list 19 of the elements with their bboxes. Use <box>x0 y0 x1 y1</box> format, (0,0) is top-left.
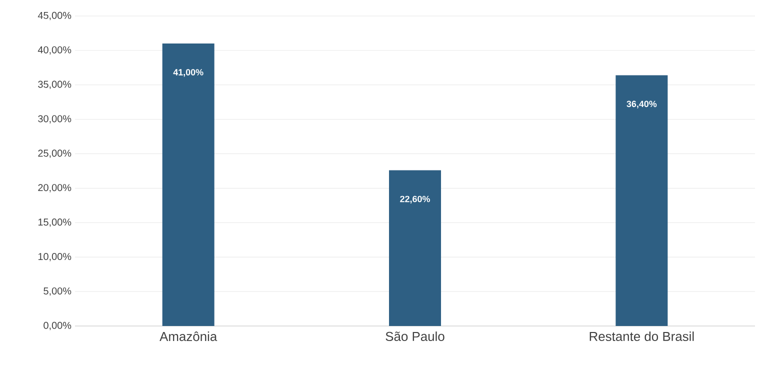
bar <box>389 170 442 326</box>
y-tick-label: 10,00% <box>38 253 72 262</box>
x-tick-label: Restante do Brasil <box>590 332 694 342</box>
y-tick-label: 20,00% <box>38 184 72 192</box>
bar <box>616 75 668 326</box>
y-tick-label: 5,00% <box>44 287 72 296</box>
data-label: 36,40% <box>626 100 657 108</box>
y-tick-label: 15,00% <box>38 218 72 227</box>
y-tick-label: 0,00% <box>44 322 72 330</box>
x-tick-label: São Paulo <box>386 332 444 342</box>
y-tick-label: 25,00% <box>38 150 72 158</box>
y-tick-label: 35,00% <box>38 80 72 90</box>
data-label: 22,60% <box>400 196 430 204</box>
y-tick-label: 45,00% <box>38 12 72 20</box>
y-tick-label: 30,00% <box>38 115 72 124</box>
bar <box>162 44 214 326</box>
x-tick-label: Amazônia <box>160 332 218 342</box>
y-tick-label: 40,00% <box>38 46 72 55</box>
data-label: 41,00% <box>173 69 204 77</box>
